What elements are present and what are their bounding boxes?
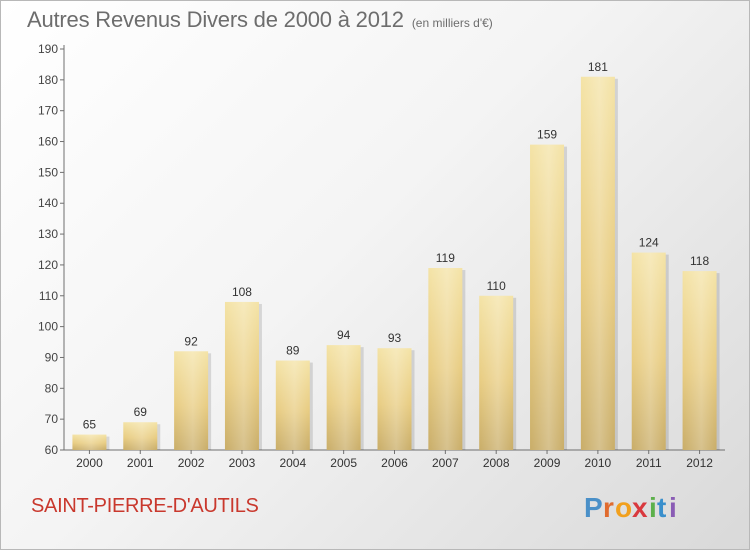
bars (72, 76, 720, 450)
bar-highlight (428, 268, 463, 450)
y-tick-label: 80 (45, 381, 59, 395)
x-tick-label: 2010 (585, 456, 612, 470)
x-tick-label: 2006 (381, 456, 408, 470)
x-tick-label: 2012 (686, 456, 713, 470)
data-label: 124 (639, 236, 659, 250)
bar-highlight (580, 76, 615, 450)
x-tick-label: 2011 (636, 456, 662, 470)
data-label: 119 (436, 251, 455, 265)
x-tick-label: 2000 (76, 456, 103, 470)
x-tick-label: 2007 (432, 456, 459, 470)
bar-highlight (479, 295, 514, 450)
x-tick-label: 2003 (229, 456, 256, 470)
x-tick-label: 2002 (178, 456, 205, 470)
y-tick-label: 70 (45, 412, 59, 426)
data-label: 94 (337, 328, 351, 342)
chart-title: Autres Revenus Divers de 2000 à 2012 (27, 7, 404, 32)
svg-text:t: t (657, 492, 666, 523)
data-label: 110 (487, 279, 506, 293)
proxiti-logo: P r o x i t i (584, 492, 677, 523)
y-tick-label: 130 (38, 227, 58, 241)
bar-highlight (275, 360, 310, 450)
data-label: 89 (286, 344, 300, 358)
y-tick-label: 150 (38, 165, 58, 179)
x-tick-label: 2005 (330, 456, 357, 470)
chart-header: Autres Revenus Divers de 2000 à 2012 (en … (27, 7, 493, 33)
y-tick-label: 190 (38, 42, 58, 56)
bar-highlight (377, 348, 412, 450)
svg-text:P: P (584, 492, 603, 523)
svg-text:r: r (603, 492, 614, 523)
data-label: 92 (184, 334, 198, 348)
y-tick-label: 60 (45, 443, 59, 457)
data-label: 108 (232, 285, 252, 299)
y-tick-label: 180 (38, 73, 58, 87)
y-tick-label: 100 (38, 320, 58, 334)
bar-highlight (224, 301, 259, 450)
y-tick-label: 160 (38, 135, 58, 149)
svg-text:o: o (615, 492, 632, 523)
chart-subtitle: (en milliers d'€) (411, 16, 493, 30)
axes: 60 70 80 90 100 110 120 130 140 150 160 170 180 190 (38, 42, 725, 457)
x-tick-label: 2001 (127, 456, 154, 470)
bar-highlight (123, 422, 158, 450)
x-tick-label: 2004 (279, 456, 306, 470)
labels: 65 2000 69 2001 92 2002 108 2003 89 2004 94 2005 93 2… (76, 60, 713, 470)
data-label: 65 (83, 418, 97, 432)
bar-highlight (682, 271, 717, 450)
svg-text:x: x (632, 492, 648, 523)
svg-text:i: i (669, 492, 677, 523)
data-label: 181 (588, 60, 608, 74)
bar-highlight (530, 144, 565, 450)
y-tick-label: 140 (38, 196, 58, 210)
bar-highlight (174, 351, 209, 450)
data-label: 118 (690, 254, 709, 268)
svg-text:i: i (649, 492, 657, 523)
bar-highlight (326, 345, 361, 450)
y-tick-label: 170 (38, 104, 58, 118)
location-name: SAINT-PIERRE-D'AUTILS (31, 495, 259, 517)
data-label: 69 (134, 405, 148, 419)
bar-highlight (631, 252, 666, 450)
y-tick-label: 120 (38, 258, 58, 272)
x-tick-label: 2009 (534, 456, 561, 470)
y-tick-label: 110 (39, 289, 58, 303)
data-label: 159 (537, 128, 557, 142)
bar-highlight (72, 434, 107, 450)
y-tick-label: 90 (45, 350, 59, 364)
data-label: 93 (388, 331, 402, 345)
x-tick-label: 2008 (483, 456, 510, 470)
